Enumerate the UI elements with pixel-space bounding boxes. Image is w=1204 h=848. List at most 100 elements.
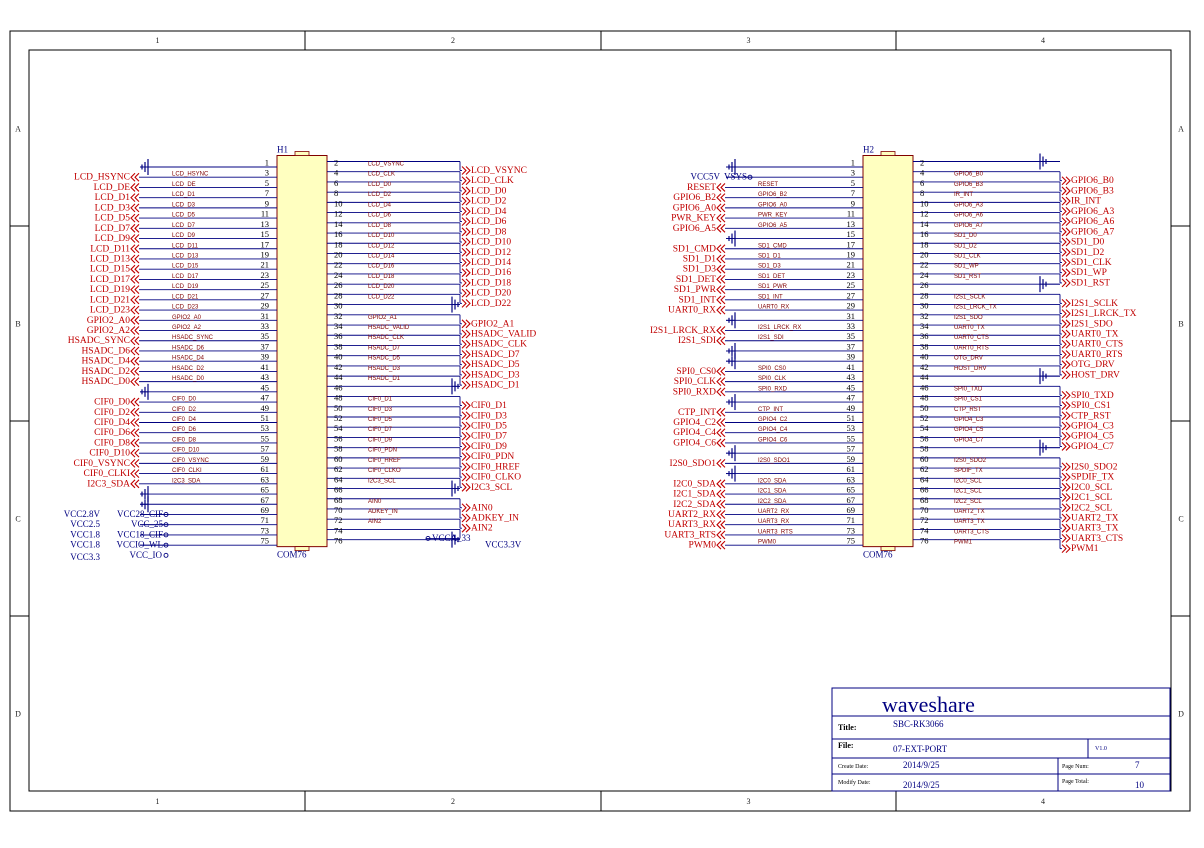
net-label: SPI0_RXD bbox=[673, 387, 716, 397]
port-symbol bbox=[716, 336, 726, 346]
port-symbol bbox=[130, 244, 140, 254]
net-label: I2C1_SCL bbox=[1071, 493, 1112, 503]
port-symbol bbox=[130, 305, 140, 315]
pin-number: 43 bbox=[261, 372, 270, 382]
port-symbol bbox=[461, 452, 471, 462]
pin-number: 7 bbox=[851, 188, 855, 198]
connector-part: COM76 bbox=[277, 550, 307, 560]
title-block: waveshare Title: SBC-RK3066 File: 07-EXT… bbox=[831, 687, 1171, 792]
pin-number: 58 bbox=[920, 444, 929, 454]
connector-notch bbox=[880, 151, 896, 156]
pin-signal-label: LCD_D5 bbox=[172, 213, 196, 219]
zone-col-label: 1 bbox=[156, 36, 160, 45]
pin-signal-label: SD1_WP bbox=[954, 264, 979, 270]
pin-number: 4 bbox=[920, 168, 925, 178]
pin-number: 10 bbox=[334, 198, 343, 208]
net-label: HSADC_D5 bbox=[471, 360, 520, 370]
port-symbol bbox=[716, 489, 726, 499]
pin-signal-label: CIF0_D2 bbox=[172, 407, 197, 413]
connector-ref: H2 bbox=[863, 145, 874, 155]
port-symbol bbox=[716, 275, 726, 284]
port-symbol bbox=[1061, 237, 1071, 247]
pin-signal-label: PWM1 bbox=[954, 540, 973, 546]
pin-number: 76 bbox=[920, 536, 929, 546]
net-label: UART2_RX bbox=[668, 510, 716, 520]
net-label: LCD_D22 bbox=[471, 299, 511, 309]
net-label: LCD_D1 bbox=[95, 193, 131, 203]
net-label: LCD_D10 bbox=[471, 238, 511, 248]
modify-date-value: 2014/9/25 bbox=[903, 780, 940, 790]
pin-number: 66 bbox=[920, 485, 929, 495]
zone-col-label: 2 bbox=[451, 36, 455, 45]
pin-signal-label: UART3_RX bbox=[758, 519, 789, 525]
net-label: SD1_D2 bbox=[1071, 248, 1105, 258]
pin-signal-label: I2C1_SDA bbox=[758, 489, 786, 495]
net-label: AIN2 bbox=[471, 524, 493, 534]
pin-number: 3 bbox=[851, 168, 855, 178]
pin-signal-label: CIF0_D3 bbox=[368, 407, 393, 413]
pin-number: 61 bbox=[261, 464, 270, 474]
pin-number: 1 bbox=[851, 158, 855, 168]
pin-number: 51 bbox=[847, 413, 856, 423]
pin-signal-label: CIF0_D7 bbox=[368, 427, 393, 433]
port-symbol bbox=[130, 336, 140, 346]
net-label: GPIO4_C4 bbox=[673, 428, 716, 438]
port-symbol bbox=[716, 377, 726, 387]
pin-number: 40 bbox=[920, 352, 929, 362]
pin-number: 57 bbox=[847, 444, 856, 454]
net-label: SD1_WP bbox=[1071, 268, 1107, 278]
voltage-label: VCC2.8V bbox=[64, 509, 101, 519]
port-symbol bbox=[1061, 196, 1071, 206]
net-label: UART0_TX bbox=[1071, 330, 1119, 340]
port-symbol bbox=[461, 472, 471, 482]
port-symbol bbox=[130, 213, 140, 223]
net-label: GPIO6_A7 bbox=[1071, 227, 1115, 237]
power-net-label: VCC_IO bbox=[129, 550, 162, 560]
net-label: I2C0_SCL bbox=[1071, 483, 1112, 493]
port-symbol bbox=[130, 295, 140, 305]
pin-signal-label: LCD_D3 bbox=[172, 202, 196, 208]
pin-signal-label: I2C0_SDA bbox=[758, 478, 786, 484]
port-symbol bbox=[1061, 298, 1071, 308]
pin-number: 70 bbox=[920, 505, 929, 515]
net-label: SD1_D0 bbox=[1071, 238, 1105, 248]
pin-number: 26 bbox=[920, 280, 929, 290]
pin-signal-label: I2C3_SDA bbox=[172, 478, 200, 484]
net-label: I2S1_SCLK bbox=[1071, 299, 1118, 309]
port-symbol bbox=[461, 442, 471, 451]
pin-number: 23 bbox=[847, 270, 856, 280]
pin-signal-label: UART3_RTS bbox=[758, 529, 793, 535]
port-symbol bbox=[716, 510, 726, 519]
voltage-label: VCC1.8 bbox=[70, 540, 100, 550]
port-symbol bbox=[716, 438, 726, 448]
pin-number: 27 bbox=[847, 290, 856, 300]
net-label: I2C2_SDA bbox=[673, 500, 716, 510]
net-label: LCD_D13 bbox=[90, 254, 130, 264]
pin-number: 59 bbox=[261, 454, 270, 464]
pin-number: 60 bbox=[920, 454, 929, 464]
title-label: Title: bbox=[838, 723, 857, 732]
port-symbol bbox=[716, 213, 726, 223]
pin-number: 12 bbox=[334, 209, 343, 219]
port-symbol bbox=[461, 227, 471, 237]
net-label: SD1_D3 bbox=[683, 265, 717, 275]
pin-signal-label: CIF0_HREF bbox=[368, 458, 401, 464]
port-symbol bbox=[461, 258, 471, 267]
net-label: SD1_D1 bbox=[683, 254, 717, 264]
net-label: LCD_D8 bbox=[471, 227, 507, 237]
pin-signal-label: LCD_D19 bbox=[172, 284, 199, 290]
pin-number: 2 bbox=[920, 158, 924, 168]
zone-row-label: D bbox=[1178, 710, 1184, 719]
pin-signal-label: LCD_D4 bbox=[368, 202, 392, 208]
pin-signal-label: SPDIF_TX bbox=[954, 468, 983, 474]
pin-number: 38 bbox=[920, 341, 929, 351]
pin-number: 8 bbox=[334, 188, 338, 198]
pin-signal-label: AIN0 bbox=[368, 499, 382, 505]
net-label: CIF0_D2 bbox=[94, 408, 130, 418]
port-symbol bbox=[461, 462, 471, 472]
pin-signal-label: LCD_D17 bbox=[172, 274, 199, 280]
pin-signal-label: GPIO4_C4 bbox=[758, 427, 788, 433]
pin-signal-label: PWM0 bbox=[758, 540, 777, 546]
net-label: LCD_D7 bbox=[95, 224, 131, 234]
